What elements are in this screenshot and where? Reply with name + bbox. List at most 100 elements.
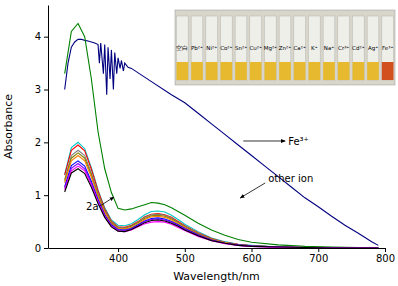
vial-label: Fe³⁺: [382, 45, 393, 51]
vial-solution: [191, 62, 203, 80]
x-tick-mark: [252, 248, 253, 252]
vial-solution: [323, 62, 335, 80]
annotation-arrow: [243, 140, 285, 141]
vial-label: Mg²⁺: [264, 45, 277, 52]
x-tick-mark: [385, 248, 386, 252]
x-tick-mark: [185, 248, 186, 252]
vial-solution: [353, 62, 365, 80]
vial: [221, 16, 233, 80]
spectrum-line: [65, 163, 379, 248]
vial-solution: [221, 62, 233, 80]
annotation-arrow: [240, 183, 265, 198]
y-tick-mark: [44, 90, 48, 91]
vial-solution: [265, 62, 277, 80]
y-axis-title: Absorbance: [2, 94, 15, 159]
x-tick: 700: [309, 248, 328, 264]
vial: [191, 16, 203, 80]
y-tick-label: 0: [35, 243, 41, 254]
x-tick-label: 700: [309, 253, 328, 264]
vial: [382, 16, 394, 80]
y-tick-label: 2: [35, 137, 41, 148]
vial: [206, 16, 218, 80]
x-axis-line: [49, 248, 386, 249]
x-tick-label: 500: [176, 253, 195, 264]
vial-solution: [382, 62, 394, 80]
vial: [353, 16, 365, 80]
x-tick-label: 800: [376, 253, 395, 264]
y-tick-mark: [44, 195, 48, 196]
vial: [367, 16, 379, 80]
vial: [338, 16, 350, 80]
annotation: Fe³⁺: [288, 136, 309, 147]
annotation: other ion: [268, 173, 313, 184]
y-tick-label: 3: [35, 84, 41, 95]
vial: [265, 16, 277, 80]
spectrum-line: [65, 145, 379, 248]
vial-solution: [279, 62, 291, 80]
vial-label: Sn²⁺: [235, 45, 247, 51]
y-tick: 0: [35, 243, 48, 254]
spectrum-line: [65, 156, 379, 248]
vial: [309, 16, 321, 80]
x-tick-mark: [118, 248, 119, 252]
y-tick-mark: [44, 37, 48, 38]
vial: [323, 16, 335, 80]
y-tick-label: 4: [35, 31, 41, 42]
vial-label: K⁺: [311, 45, 318, 51]
y-axis-line: [48, 6, 49, 249]
vial-solution: [338, 62, 350, 80]
y-tick-mark: [44, 248, 48, 249]
x-tick: 800: [376, 248, 395, 264]
vial: [279, 16, 291, 80]
chart: 40050060070080001234Wavelength/nmAbsorba…: [0, 0, 398, 286]
annotation: 2a: [86, 201, 99, 212]
vial-label: Zn²⁺: [279, 45, 291, 51]
x-tick-label: 600: [242, 253, 261, 264]
vial: [177, 16, 189, 80]
y-tick-label: 1: [35, 190, 41, 201]
y-tick-mark: [44, 142, 48, 143]
vial-solution: [367, 62, 379, 80]
y-tick: 1: [35, 190, 48, 201]
inset-photo: 空白Pb²⁺Ni²⁺Co²⁺Sn²⁺Cu²⁺Mg²⁺Zn²⁺Ca²⁺ K⁺ Na⁺ C…: [175, 10, 395, 85]
vial-label: Co²⁺: [220, 45, 232, 51]
vial-label: Na⁺: [324, 45, 334, 51]
x-tick-label: 400: [109, 253, 128, 264]
vial-solution: [206, 62, 218, 80]
vial-solution: [177, 62, 189, 80]
spectrum-line: [65, 153, 379, 248]
vial-solution: [250, 62, 262, 80]
vial-label: Ni²⁺: [206, 45, 217, 51]
spectrum-line: [65, 161, 379, 248]
vial-label: Cu²⁺: [249, 45, 262, 51]
x-axis: 400 500 600 700 800: [49, 248, 396, 264]
vial-label: Cr³⁺: [338, 45, 349, 51]
annotations: Fe³⁺ other ion 2a: [86, 136, 313, 212]
vial: [235, 16, 247, 80]
spectrum-line: [65, 142, 379, 248]
vial-label: 空白: [176, 44, 188, 51]
spectrum-line: [65, 166, 379, 248]
vial: [294, 16, 306, 80]
y-axis: 0 1 2 3 4: [35, 6, 49, 254]
x-tick: 400: [109, 248, 128, 264]
y-tick: 3: [35, 84, 48, 95]
x-tick: 500: [176, 248, 195, 264]
vial-solution: [294, 62, 306, 80]
spectrum-line: [65, 150, 379, 248]
y-tick: 2: [35, 137, 48, 148]
x-tick-mark: [318, 248, 319, 252]
vial-label: Ag⁺: [368, 45, 378, 52]
spectrum-line: [65, 169, 379, 248]
x-tick: 600: [242, 248, 261, 264]
spectrum-line: [65, 39, 379, 245]
vial-label: Pb²⁺: [191, 45, 203, 51]
annotation-arrow: [100, 197, 114, 206]
y-tick: 4: [35, 31, 48, 42]
vial: [250, 16, 262, 80]
inset-background: [175, 10, 395, 85]
vial-label: Ca²⁺: [294, 45, 306, 51]
vial-label: Cd²⁺: [352, 45, 365, 51]
vial-solution: [235, 62, 247, 80]
vial-solution: [309, 62, 321, 80]
